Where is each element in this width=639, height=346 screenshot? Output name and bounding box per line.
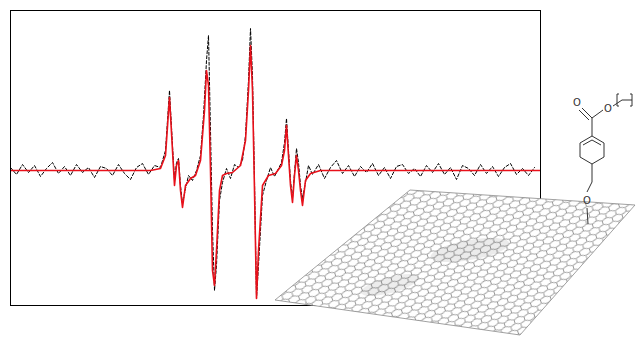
svg-text:O: O: [583, 195, 591, 206]
svg-text:O: O: [573, 97, 581, 108]
svg-text:O: O: [604, 103, 612, 114]
